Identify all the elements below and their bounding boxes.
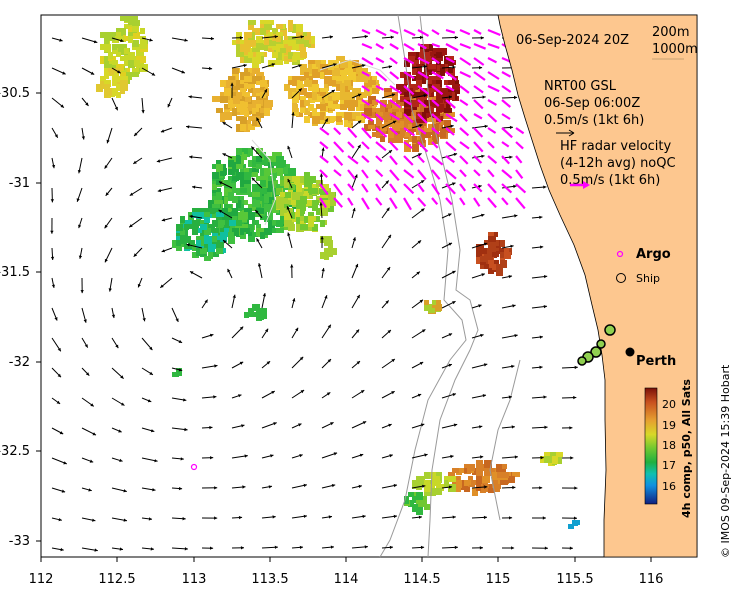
city-marker-perth (625, 347, 635, 357)
x-tick-label: 114 (334, 572, 359, 587)
gsl-title: NRT00 GSL (544, 79, 617, 94)
timestamp: 06-Sep-2024 20Z (516, 33, 629, 48)
colorbar-tick: 18 (662, 439, 676, 452)
ship-label: Ship (636, 272, 660, 285)
colorbar-tick: 16 (662, 480, 676, 493)
x-tick-label: 114.5 (403, 572, 440, 587)
colorbar-title: 4h comp, p50, All Sats (680, 379, 693, 518)
isobath-legend-200: 200m (652, 25, 689, 40)
colorbar: 20 19 18 17 16 4h comp, p50, All Sats (644, 379, 693, 518)
x-tick-label: 116 (639, 572, 664, 587)
y-tick-label: -32.5 (0, 444, 30, 459)
x-tick-label: 113 (182, 572, 207, 587)
ship-marker (590, 346, 602, 358)
y-tick-label: -33 (9, 534, 30, 549)
city-label: Perth (636, 354, 676, 369)
credit: © IMOS 09-Sep-2024 15:39 Hobart (719, 364, 732, 558)
gsl-scale: 0.5m/s (1kt 6h) (544, 113, 644, 128)
colorbar-tick: 20 (662, 398, 676, 411)
colorbar-tick: 19 (662, 419, 676, 432)
argo-legend-icon (616, 250, 624, 258)
ship-marker (577, 356, 587, 366)
argo-label: Argo (636, 247, 671, 262)
y-tick-label: -31.5 (0, 265, 30, 280)
ship-marker (604, 324, 616, 336)
hf-subtitle: (4-12h avg) noQC (560, 156, 676, 171)
colorbar-tick: 17 (662, 459, 676, 472)
x-tick-label: 115 (486, 572, 511, 587)
sst-patches (96, 16, 580, 529)
x-axis: 112 112.5 113 113.5 114 114.5 115 115.5 … (29, 572, 664, 587)
hf-title: HF radar velocity (560, 139, 672, 154)
x-tick-label: 115.5 (556, 572, 593, 587)
ship-legend-icon (616, 273, 626, 283)
y-tick-label: -31 (9, 176, 30, 191)
x-tick-label: 113.5 (251, 572, 288, 587)
x-tick-label: 112 (29, 572, 54, 587)
x-tick-label: 112.5 (98, 572, 135, 587)
ship-marker (596, 339, 606, 349)
y-axis: -30.5 -31 -31.5 -32 -32.5 -33 (0, 86, 30, 549)
y-tick-label: -32 (9, 355, 30, 370)
hf-radar-arrows (319, 28, 527, 211)
y-tick-label: -30.5 (0, 86, 30, 101)
argo-marker (190, 463, 198, 471)
isobath-legend-1000: 1000m (652, 42, 698, 57)
legend: 06-Sep-2024 20Z 200m 1000m NRT00 GSL 06-… (516, 25, 698, 285)
gsl-velocity-arrows (50, 34, 578, 552)
gsl-time: 06-Sep 06:00Z (544, 96, 640, 111)
